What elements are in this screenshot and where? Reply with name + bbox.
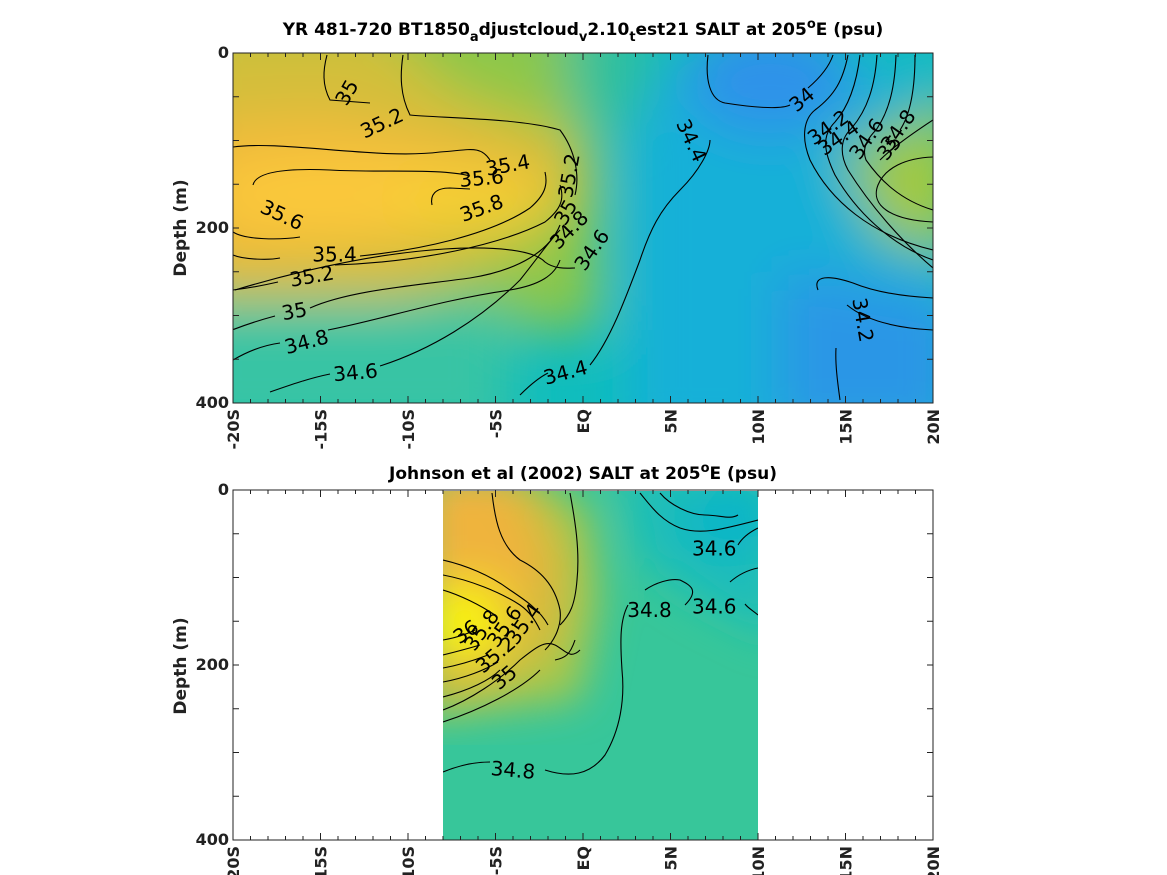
x-tick-label: 10N [749, 846, 768, 875]
x-tick-label: -5S [487, 409, 506, 438]
bottom-chart: Johnson et al (2002) SALT at 205oE (psu) [171, 461, 943, 875]
contour-label: 34.6 [332, 358, 378, 386]
top-chart-title: YR 481-720 BT1850adjustcloudv2.10test21 … [282, 17, 883, 45]
y-tick-label: 200 [196, 218, 229, 237]
title-part: o [701, 461, 710, 476]
title-part: o [807, 17, 816, 32]
x-tick-label: 5N [662, 409, 681, 434]
title-part: est21 SALT at 205 [636, 20, 807, 40]
bottom-y-axis-label: Depth (m) [171, 617, 191, 714]
x-tick-label: 15N [837, 409, 856, 445]
x-tick-label: -10S [399, 409, 418, 449]
x-tick-label: 15N [837, 846, 856, 875]
contour-label: 34.6 [692, 594, 737, 618]
title-part: E (psu) [710, 464, 777, 484]
bottom-ticks: -20S -15S -10S -5S EQ 5N 10N 15N 20N 0 200 400 [196, 480, 943, 875]
top-ticks: -20S -15S -10S -5S EQ 5N 10N 15N 20N 0 200 400 [196, 43, 943, 449]
bottom-heatmap [443, 491, 758, 840]
x-tick-label: 10N [749, 409, 768, 445]
y-tick-label: 200 [196, 655, 229, 674]
x-tick-label: -10S [399, 846, 418, 875]
title-part: E (psu) [816, 20, 883, 40]
x-tick-label: 20N [924, 409, 943, 445]
contour-label: 34.8 [490, 756, 536, 784]
y-tick-label: 400 [196, 393, 229, 412]
title-part: djustcloud [479, 20, 579, 40]
top-chart: YR 481-720 BT1850adjustcloudv2.10test21 … [171, 17, 943, 449]
contour-label: 35.6 [458, 164, 504, 192]
top-y-axis-label: Depth (m) [171, 179, 191, 276]
title-part: a [470, 30, 479, 45]
contour-label: 35.4 [312, 242, 357, 266]
y-tick-label: 0 [218, 43, 229, 62]
x-tick-label: -15S [312, 846, 331, 875]
x-tick-label: -20S [224, 409, 243, 449]
title-part: t [629, 30, 635, 45]
contour-label: 34.6 [692, 537, 737, 561]
contour-label: 34.8 [627, 598, 672, 622]
y-tick-label: 0 [218, 480, 229, 499]
x-tick-label: 20N [924, 846, 943, 875]
contour-label: 35 [280, 297, 309, 325]
title-part: Johnson et al (2002) SALT at 205 [388, 464, 701, 484]
bottom-chart-title: Johnson et al (2002) SALT at 205oE (psu) [388, 461, 777, 484]
x-tick-label: EQ [574, 409, 593, 434]
x-tick-label: -5S [487, 846, 506, 875]
title-part: YR 481-720 BT1850 [282, 20, 470, 40]
x-tick-label: -20S [224, 846, 243, 875]
title-part: v [579, 30, 588, 45]
x-tick-label: 5N [662, 846, 681, 871]
x-tick-label: EQ [574, 846, 593, 871]
y-tick-label: 400 [196, 830, 229, 849]
top-heatmap [233, 53, 933, 403]
title-part: 2.10 [587, 20, 629, 40]
x-tick-label: -15S [312, 409, 331, 449]
